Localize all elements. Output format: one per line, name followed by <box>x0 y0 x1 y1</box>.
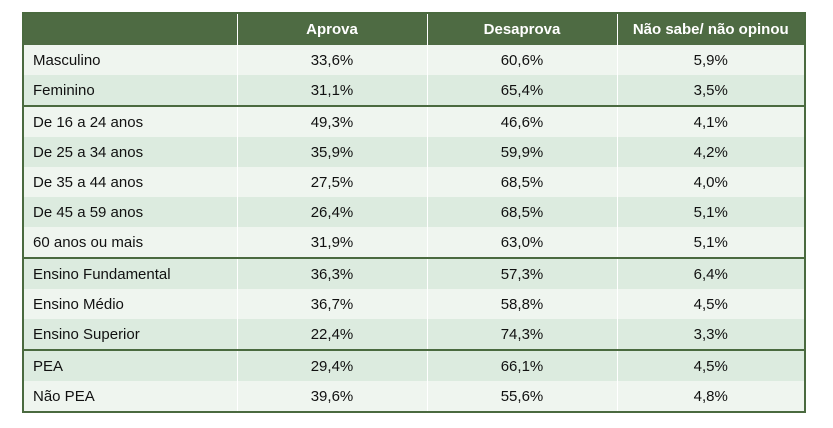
table-row: Ensino Médio 36,7% 58,8% 4,5% <box>24 289 804 319</box>
cell-aprova: 31,9% <box>237 227 428 258</box>
table-row: Não PEA 39,6% 55,6% 4,8% <box>24 381 804 411</box>
table-row: Ensino Fundamental 36,3% 57,3% 6,4% <box>24 257 804 289</box>
cell-nao-sabe: 4,2% <box>617 137 804 167</box>
row-label: PEA <box>24 349 238 381</box>
cell-desaprova: 66,1% <box>427 349 618 381</box>
header-nao-sabe: Não sabe/ não opinou <box>617 14 804 45</box>
cell-nao-sabe: 5,9% <box>617 45 804 75</box>
table-row: Feminino 31,1% 65,4% 3,5% <box>24 75 804 106</box>
cell-aprova: 29,4% <box>237 349 428 381</box>
cell-aprova: 31,1% <box>237 75 428 106</box>
cell-nao-sabe: 5,1% <box>617 197 804 227</box>
cell-nao-sabe: 5,1% <box>617 227 804 258</box>
table-row: De 35 a 44 anos 27,5% 68,5% 4,0% <box>24 167 804 197</box>
cell-desaprova: 60,6% <box>427 45 618 75</box>
row-label: Não PEA <box>24 381 238 411</box>
cell-aprova: 26,4% <box>237 197 428 227</box>
row-label: Feminino <box>24 75 238 106</box>
cell-desaprova: 57,3% <box>427 257 618 289</box>
row-label: Masculino <box>24 45 238 75</box>
cell-aprova: 22,4% <box>237 319 428 350</box>
table-row: Masculino 33,6% 60,6% 5,9% <box>24 45 804 75</box>
cell-desaprova: 59,9% <box>427 137 618 167</box>
row-label: Ensino Fundamental <box>24 257 238 289</box>
cell-desaprova: 63,0% <box>427 227 618 258</box>
cell-desaprova: 68,5% <box>427 167 618 197</box>
cell-nao-sabe: 4,5% <box>617 349 804 381</box>
table-row: Ensino Superior 22,4% 74,3% 3,3% <box>24 319 804 350</box>
table-row: PEA 29,4% 66,1% 4,5% <box>24 349 804 381</box>
cell-aprova: 36,3% <box>237 257 428 289</box>
survey-table-container: Aprova Desaprova Não sabe/ não opinou Ma… <box>22 12 806 413</box>
table-row: De 16 a 24 anos 49,3% 46,6% 4,1% <box>24 105 804 137</box>
cell-nao-sabe: 4,0% <box>617 167 804 197</box>
cell-aprova: 27,5% <box>237 167 428 197</box>
header-category <box>24 14 238 45</box>
cell-aprova: 39,6% <box>237 381 428 411</box>
cell-aprova: 36,7% <box>237 289 428 319</box>
row-label: De 45 a 59 anos <box>24 197 238 227</box>
cell-nao-sabe: 4,1% <box>617 105 804 137</box>
cell-nao-sabe: 6,4% <box>617 257 804 289</box>
cell-aprova: 33,6% <box>237 45 428 75</box>
cell-aprova: 49,3% <box>237 105 428 137</box>
header-row: Aprova Desaprova Não sabe/ não opinou <box>24 14 804 45</box>
row-label: De 25 a 34 anos <box>24 137 238 167</box>
header-aprova: Aprova <box>237 14 428 45</box>
header-desaprova: Desaprova <box>427 14 618 45</box>
cell-nao-sabe: 4,5% <box>617 289 804 319</box>
cell-nao-sabe: 3,5% <box>617 75 804 106</box>
row-label: Ensino Médio <box>24 289 238 319</box>
table-row: De 45 a 59 anos 26,4% 68,5% 5,1% <box>24 197 804 227</box>
table-row: De 25 a 34 anos 35,9% 59,9% 4,2% <box>24 137 804 167</box>
approval-table: Aprova Desaprova Não sabe/ não opinou Ma… <box>24 14 804 411</box>
cell-desaprova: 46,6% <box>427 105 618 137</box>
row-label: De 16 a 24 anos <box>24 105 238 137</box>
table-row: 60 anos ou mais 31,9% 63,0% 5,1% <box>24 227 804 258</box>
cell-desaprova: 74,3% <box>427 319 618 350</box>
row-label: Ensino Superior <box>24 319 238 350</box>
cell-desaprova: 58,8% <box>427 289 618 319</box>
cell-desaprova: 55,6% <box>427 381 618 411</box>
cell-aprova: 35,9% <box>237 137 428 167</box>
cell-nao-sabe: 4,8% <box>617 381 804 411</box>
row-label: De 35 a 44 anos <box>24 167 238 197</box>
cell-nao-sabe: 3,3% <box>617 319 804 350</box>
cell-desaprova: 68,5% <box>427 197 618 227</box>
cell-desaprova: 65,4% <box>427 75 618 106</box>
row-label: 60 anos ou mais <box>24 227 238 258</box>
